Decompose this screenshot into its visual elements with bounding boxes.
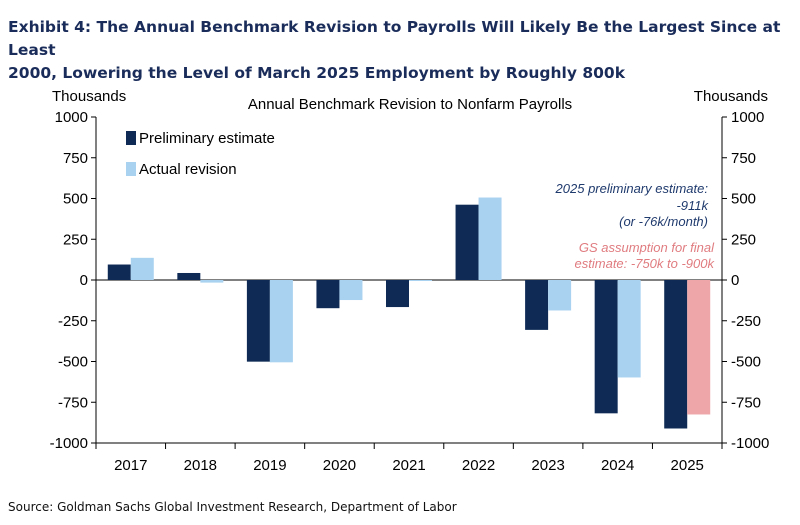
- bar-actual-2020: [339, 280, 363, 301]
- bar-preliminary-2018: [177, 272, 201, 280]
- bar-actual-2018: [200, 280, 224, 283]
- bar-actual-2024: [617, 280, 641, 378]
- source-note: Source: Goldman Sachs Global Investment …: [8, 500, 457, 514]
- annotation-gs-assumption-line-1: GS assumption for final: [579, 240, 715, 255]
- y-tick-label-right: 500: [731, 191, 756, 208]
- bar-preliminary-2019: [246, 280, 270, 362]
- bar-actual-2019: [269, 280, 293, 363]
- title-line-1: Exhibit 4: The Annual Benchmark Revision…: [8, 18, 781, 59]
- annotation-preliminary-2025-line-1: 2025 preliminary estimate:: [555, 181, 709, 196]
- legend: Preliminary estimate Actual revision: [126, 130, 275, 178]
- x-tick-label-2021: 2021: [392, 457, 425, 474]
- y-axis-label-left: Thousands: [52, 88, 126, 105]
- axes: 1000 1000 750 750 500 500 250 250 0 0 -250 -250 -500…: [50, 109, 770, 474]
- legend-swatch-preliminary: [126, 131, 136, 145]
- y-tick-label-left: 0: [80, 272, 88, 289]
- bar-preliminary-2021: [386, 280, 409, 308]
- bar-actual-2017: [130, 257, 154, 280]
- y-tick-label-left: 250: [63, 231, 88, 248]
- y-tick-label-right: -250: [731, 313, 761, 330]
- y-axis-label-right: Thousands: [694, 88, 768, 105]
- bar-gs-assumption-2025: [687, 280, 711, 415]
- y-tick-label-left: -250: [58, 313, 88, 330]
- y-tick-label-left: -1000: [50, 435, 88, 452]
- y-tick-label-right: 1000: [731, 109, 764, 126]
- y-tick-label-left: 500: [63, 191, 88, 208]
- legend-label-preliminary: Preliminary estimate: [139, 130, 275, 147]
- bar-preliminary-2025: [664, 280, 688, 429]
- x-tick-label-2022: 2022: [462, 457, 495, 474]
- y-tick-label-right: 750: [731, 150, 756, 167]
- bar-preliminary-2020: [316, 280, 340, 309]
- bars: [107, 197, 711, 429]
- chart-title: Annual Benchmark Revision to Nonfarm Pay…: [248, 96, 572, 113]
- y-tick-label-right: 250: [731, 231, 756, 248]
- x-tick-label-2020: 2020: [323, 457, 356, 474]
- y-tick-label-right: -500: [731, 354, 761, 371]
- y-tick-label-left: 750: [63, 150, 88, 167]
- bar-preliminary-2022: [455, 204, 479, 280]
- y-tick-label-left: 1000: [55, 109, 88, 126]
- annotation-preliminary-2025-line-2: -911k: [676, 198, 709, 213]
- title-line-2: 2000, Lowering the Level of March 2025 E…: [8, 64, 626, 82]
- annotation-gs-assumption-line-2: estimate: -750k to -900k: [575, 256, 716, 271]
- x-tick-label-2019: 2019: [253, 457, 286, 474]
- y-tick-label-right: -750: [731, 394, 761, 411]
- legend-swatch-actual: [126, 162, 136, 176]
- exhibit-title: Exhibit 4: The Annual Benchmark Revision…: [8, 16, 792, 85]
- bar-actual-2021: [409, 280, 432, 281]
- x-tick-label-2017: 2017: [114, 457, 147, 474]
- x-tick-label-2023: 2023: [531, 457, 564, 474]
- x-tick-label-2024: 2024: [601, 457, 634, 474]
- x-tick-label-2018: 2018: [184, 457, 217, 474]
- y-tick-label-left: -750: [58, 394, 88, 411]
- bar-actual-2022: [478, 197, 502, 280]
- x-tick-label-2025: 2025: [671, 457, 704, 474]
- bar-actual-2023: [548, 280, 572, 311]
- annotations: 2025 preliminary estimate: -911k(or -76k/…: [555, 181, 716, 271]
- y-tick-label-left: -500: [58, 354, 88, 371]
- bar-preliminary-2017: [107, 264, 131, 280]
- bar-preliminary-2024: [594, 280, 618, 414]
- y-tick-label-right: -1000: [731, 435, 769, 452]
- bar-preliminary-2023: [525, 280, 549, 330]
- benchmark-revision-chart: Annual Benchmark Revision to Nonfarm Pay…: [50, 88, 770, 474]
- y-tick-label-right: 0: [731, 272, 739, 289]
- legend-label-actual: Actual revision: [139, 161, 237, 178]
- annotation-preliminary-2025-line-3: (or -76k/month): [619, 214, 708, 229]
